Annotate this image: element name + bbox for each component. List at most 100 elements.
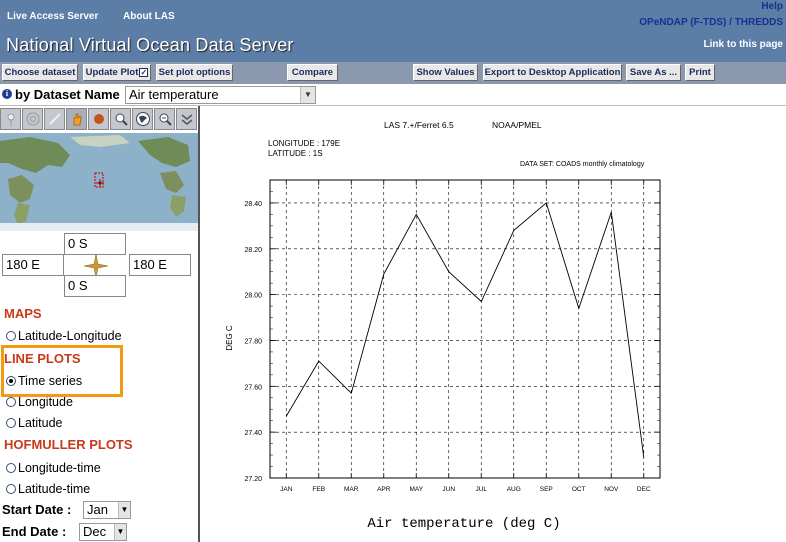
region-map[interactable] (0, 133, 198, 231)
north-input[interactable]: 0 S (64, 233, 126, 255)
radio-icon[interactable] (6, 397, 16, 407)
variable-select[interactable]: Air temperature ▼ (125, 86, 316, 104)
option-latitude-longitude[interactable]: Latitude-Longitude (6, 329, 122, 343)
link-to-page[interactable]: Link to this page (703, 39, 783, 50)
option-longitude-time[interactable]: Longitude-time (6, 461, 101, 475)
page-title: National Virtual Ocean Data Server (6, 35, 294, 55)
west-input[interactable]: 180 E (2, 254, 64, 276)
info-icon[interactable]: i (2, 89, 12, 99)
export-button[interactable]: Export to Desktop Application (483, 64, 622, 81)
y-tick-label: 28.40 (244, 201, 262, 208)
x-tick-label: FEB (312, 486, 325, 493)
update-plot-label: Update Plot (85, 67, 139, 78)
y-tick-label: 27.40 (244, 430, 262, 437)
option-label: Latitude-Longitude (18, 329, 122, 343)
choose-dataset-button[interactable]: Choose dataset (2, 64, 78, 81)
option-latitude[interactable]: Latitude (6, 416, 62, 430)
x-tick-label: AUG (507, 486, 521, 493)
dataset-bar: i by Dataset Name Air temperature ▼ (0, 84, 786, 106)
point-tool-icon[interactable] (88, 108, 109, 130)
pin-icon[interactable] (0, 108, 21, 130)
y-tick-label: 27.80 (244, 338, 262, 345)
option-label: Latitude-time (18, 482, 91, 496)
update-plot-button[interactable]: Update Plot ✓ (83, 64, 151, 81)
air-temperature-line (285, 202, 645, 458)
left-panel: 0 S 180 E 180 E 0 S MAPS Latitude-Longit… (0, 106, 200, 542)
start-date-select[interactable]: Jan ▼ (83, 501, 131, 519)
chart-latitude-label: LATITUDE : 1S (268, 149, 323, 158)
east-input[interactable]: 180 E (129, 254, 191, 276)
help-link[interactable]: Help (761, 1, 783, 12)
map-toolbar (0, 108, 198, 132)
zoom-out-icon[interactable] (154, 108, 175, 130)
radio-icon[interactable] (6, 331, 16, 341)
dataset-by-label: by Dataset Name (15, 87, 120, 102)
x-tick-label: JUN (442, 486, 455, 493)
end-date-select[interactable]: Dec ▼ (79, 523, 127, 541)
radio-selected-icon[interactable] (6, 376, 16, 386)
expand-icon[interactable] (176, 108, 197, 130)
set-plot-options-button[interactable]: Set plot options (156, 64, 233, 81)
print-button[interactable]: Print (685, 64, 715, 81)
x-tick-label: NOV (604, 486, 619, 493)
show-values-button[interactable]: Show Values (413, 64, 478, 81)
option-time-series[interactable]: Time series (6, 374, 82, 388)
x-tick-label: JUL (475, 486, 487, 493)
save-as-button[interactable]: Save As ... (626, 64, 681, 81)
chart-header-right: NOAA/PMEL (492, 120, 542, 130)
end-date-label: End Date : (2, 524, 67, 539)
line-plots-highlight-box (1, 345, 123, 397)
plot-frame (269, 179, 661, 479)
x-tick-label: MAR (344, 486, 359, 493)
chevron-down-icon[interactable]: ▼ (114, 524, 126, 540)
x-tick-label: MAY (409, 486, 423, 493)
chevron-down-icon[interactable]: ▼ (118, 502, 130, 518)
variable-select-value: Air temperature (129, 87, 219, 102)
x-tick-labels: JAN FEB MAR APR MAY JUN JUL AUG SEP OCT NOV DEC (280, 486, 651, 493)
end-date-value: Dec (83, 524, 107, 539)
axis-ticks (270, 179, 660, 479)
y-tick-labels: 27.20 27.40 27.60 27.80 28.00 28.20 28.40 (244, 201, 262, 483)
radio-icon[interactable] (6, 484, 16, 494)
hofmuller-heading: HOFMULLER PLOTS (4, 437, 133, 452)
x-tick-label: APR (377, 486, 391, 493)
world-map-image (0, 133, 198, 231)
time-series-chart: LAS 7.+/Ferret 6.5 NOAA/PMEL LONGITUDE :… (225, 120, 661, 532)
option-label: Longitude-time (18, 461, 101, 475)
zoom-in-icon[interactable] (110, 108, 131, 130)
y-tick-label: 28.20 (244, 247, 262, 254)
nav-live-access-server[interactable]: Live Access Server (7, 11, 99, 22)
start-date-label: Start Date : (2, 502, 72, 517)
compare-button[interactable]: Compare (287, 64, 338, 81)
chart-longitude-label: LONGITUDE : 179E (268, 139, 340, 148)
line-tool-icon[interactable] (44, 108, 65, 130)
radio-icon[interactable] (6, 418, 16, 428)
option-label: Time series (18, 374, 83, 388)
start-date-value: Jan (87, 502, 108, 517)
option-label: Longitude (18, 395, 73, 409)
chart-header-left: LAS 7.+/Ferret 6.5 (384, 120, 454, 130)
hand-icon[interactable] (66, 108, 87, 130)
chart-dataset-note: DATA SET: COADS monthly climatology (520, 161, 645, 168)
auto-update-checkbox[interactable]: ✓ (139, 67, 149, 77)
y-axis-label: DEG C (225, 325, 234, 351)
line-plots-heading: LINE PLOTS (4, 351, 81, 366)
y-tick-label: 27.60 (244, 384, 262, 391)
option-longitude[interactable]: Longitude (6, 395, 73, 409)
y-tick-label: 28.00 (244, 293, 262, 300)
y-tick-label: 27.20 (244, 476, 262, 483)
globe-outline-icon[interactable] (22, 108, 43, 130)
toolbar: Choose dataset Update Plot ✓ Set plot opt… (0, 62, 786, 84)
x-tick-label: SEP (540, 486, 553, 493)
opendap-link[interactable]: OPeNDAP (F-TDS) / THREDDS (639, 17, 783, 28)
chevron-down-icon[interactable]: ▼ (300, 87, 315, 103)
x-tick-label: JAN (280, 486, 293, 493)
grid-lines (270, 180, 660, 479)
south-input[interactable]: 0 S (64, 275, 126, 297)
option-latitude-time[interactable]: Latitude-time (6, 482, 90, 496)
nav-about-las[interactable]: About LAS (123, 11, 175, 22)
world-icon[interactable] (132, 108, 153, 130)
radio-icon[interactable] (6, 463, 16, 473)
x-tick-label: OCT (572, 486, 586, 493)
